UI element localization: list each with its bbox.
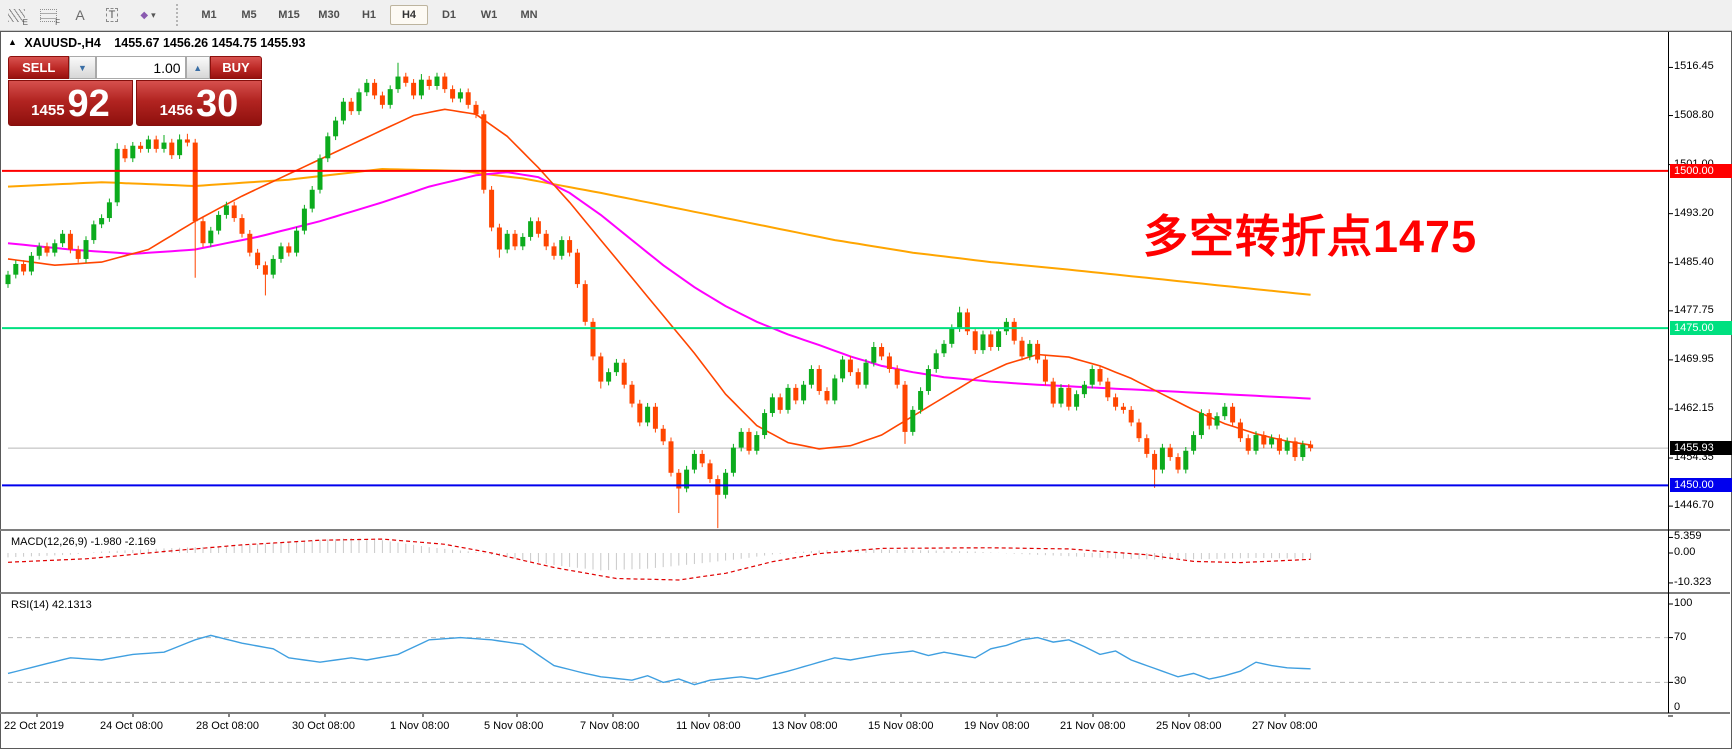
macd-axis-label: 5.359 bbox=[1674, 530, 1702, 543]
top-toolbar: E F A T ◆ ▾ M1 M5 M15 M30 H1 H4 D1 W1 MN bbox=[0, 0, 1732, 31]
indicators-icon-glyph bbox=[7, 8, 25, 22]
price-axis-label: 1477.75 bbox=[1674, 303, 1714, 316]
rsi-axis-label: 100 bbox=[1674, 597, 1693, 609]
time-axis-label: 24 Oct 08:00 bbox=[100, 720, 163, 732]
chevron-down-icon[interactable]: ▾ bbox=[151, 9, 156, 20]
buy-button[interactable]: BUY bbox=[209, 56, 262, 79]
timeframe-button-M5[interactable]: M5 bbox=[241, 9, 257, 21]
price-axis-label: 1485.40 bbox=[1674, 255, 1714, 268]
macd-histogram bbox=[7, 538, 1312, 571]
time-axis-label: 11 Nov 08:00 bbox=[676, 720, 741, 732]
sell-price-button[interactable]: 1455 92 bbox=[8, 80, 134, 126]
ma-slow-line bbox=[7, 167, 1311, 296]
price-badge-1450.00: 1450.00 bbox=[1670, 478, 1732, 493]
rsi-label: RSI(14) 42.1313 bbox=[11, 599, 92, 611]
sell-price-small: 1455 bbox=[31, 102, 65, 119]
chart-annotation-text: 多空转折点1475 bbox=[1143, 211, 1478, 262]
time-axis-label: 5 Nov 08:00 bbox=[484, 720, 544, 732]
macd-axis-label: -10.323 bbox=[1674, 575, 1712, 588]
indicators-icon-sub: E bbox=[22, 18, 28, 27]
rsi-axis-label: 30 bbox=[1674, 675, 1687, 688]
grid-icon[interactable]: F bbox=[35, 4, 61, 27]
timeframe-button-M1[interactable]: M1 bbox=[201, 9, 217, 21]
timeframe-button-MN[interactable]: MN bbox=[520, 9, 538, 21]
price-axis-label: 1508.80 bbox=[1674, 108, 1714, 121]
price-axis-label: 1493.20 bbox=[1674, 206, 1714, 219]
volume-decrease-button[interactable]: ▼ bbox=[69, 56, 96, 79]
text-box-icon[interactable]: T bbox=[99, 4, 125, 26]
symbol-title: XAUUSD-,H4 bbox=[24, 36, 101, 50]
volume-input[interactable] bbox=[95, 56, 186, 79]
candlestick-series bbox=[5, 62, 1314, 529]
rsi-line bbox=[7, 634, 1311, 686]
ma-fast-line bbox=[7, 108, 1311, 450]
one-click-trade-panel: SELL ▼ ▲ BUY 1455 92 1456 30 bbox=[8, 56, 262, 126]
time-axis-label: 7 Nov 08:00 bbox=[580, 720, 640, 732]
grid-icon-glyph bbox=[39, 8, 57, 22]
volume-increase-button[interactable]: ▲ bbox=[185, 56, 210, 79]
buy-price-small: 1456 bbox=[159, 102, 194, 119]
time-axis-label: 19 Nov 08:00 bbox=[964, 720, 1030, 732]
price-axis-label: 1469.95 bbox=[1674, 352, 1714, 365]
timeframe-button-M30[interactable]: M30 bbox=[318, 9, 340, 21]
time-axis-label: 30 Oct 08:00 bbox=[292, 720, 355, 732]
price-axis-line[interactable] bbox=[1668, 32, 1669, 713]
ohlc-values: 1455.67 1456.26 1454.75 1455.93 bbox=[114, 36, 306, 50]
timeframe-button-M15[interactable]: M15 bbox=[278, 9, 300, 21]
rsi-axis-label: 0 bbox=[1674, 701, 1681, 713]
price-axis-label: 1446.70 bbox=[1674, 499, 1714, 512]
ma-mid-line bbox=[7, 171, 1311, 400]
price-badge-1500.00: 1500.00 bbox=[1670, 163, 1732, 178]
macd-label: MACD(12,26,9) -1.980 -2.169 bbox=[11, 536, 156, 548]
time-axis-label: 28 Oct 08:00 bbox=[196, 720, 259, 732]
objects-icon[interactable]: ◆ ▾ bbox=[131, 4, 165, 26]
objects-glyph: ◆ bbox=[140, 9, 149, 21]
macd-signal-line bbox=[7, 538, 1311, 581]
price-badge-1475.00: 1475.00 bbox=[1670, 321, 1732, 336]
buy-price-big: 30 bbox=[196, 83, 239, 125]
pane-separator-main-macd[interactable] bbox=[0, 529, 1730, 531]
time-axis-label: 1 Nov 08:00 bbox=[390, 720, 450, 732]
buy-price-button[interactable]: 1456 30 bbox=[136, 80, 262, 126]
time-axis-label: 25 Nov 08:00 bbox=[1156, 720, 1222, 732]
pane-separator-macd-rsi[interactable] bbox=[0, 592, 1730, 594]
price-axis-label: 1516.45 bbox=[1674, 60, 1714, 73]
pane-separator-rsi-time bbox=[0, 712, 1730, 714]
time-axis-label: 15 Nov 08:00 bbox=[868, 720, 934, 732]
timeframe-button-group: M1 M5 M15 M30 H1 H4 D1 W1 MN bbox=[189, 5, 549, 25]
chart-window bbox=[0, 31, 1732, 749]
timeframe-button-W1[interactable]: W1 bbox=[480, 9, 498, 21]
time-axis-label: 22 Oct 2019 bbox=[4, 720, 64, 732]
timeframe-button-H4[interactable]: H4 bbox=[390, 5, 428, 25]
time-axis-label: 21 Nov 08:00 bbox=[1060, 720, 1126, 732]
current-price-badge: 1455.93 bbox=[1670, 441, 1732, 456]
price-axis-label: 1462.15 bbox=[1674, 401, 1714, 414]
time-axis-label: 27 Nov 08:00 bbox=[1252, 720, 1318, 732]
panel-expander-icon[interactable]: ▲ bbox=[8, 37, 17, 47]
text-label-glyph: A bbox=[75, 7, 85, 23]
text-box-glyph: T bbox=[105, 8, 119, 22]
sell-price-big: 92 bbox=[67, 83, 110, 125]
time-axis-label: 13 Nov 08:00 bbox=[772, 720, 838, 732]
grid-icon-sub: F bbox=[55, 18, 60, 27]
indicators-icon[interactable]: E bbox=[3, 4, 29, 27]
chart-header: ▲ XAUUSD-,H4 1455.67 1456.26 1454.75 145… bbox=[8, 36, 305, 50]
toolbar-separator bbox=[176, 4, 183, 26]
timeframe-button-H1[interactable]: H1 bbox=[361, 9, 377, 21]
rsi-axis-label: 70 bbox=[1674, 630, 1687, 643]
timeframe-button-D1[interactable]: D1 bbox=[441, 9, 457, 21]
text-label-icon[interactable]: A bbox=[67, 4, 93, 26]
sell-button[interactable]: SELL bbox=[8, 56, 70, 79]
macd-axis-label: 0.00 bbox=[1674, 546, 1696, 558]
